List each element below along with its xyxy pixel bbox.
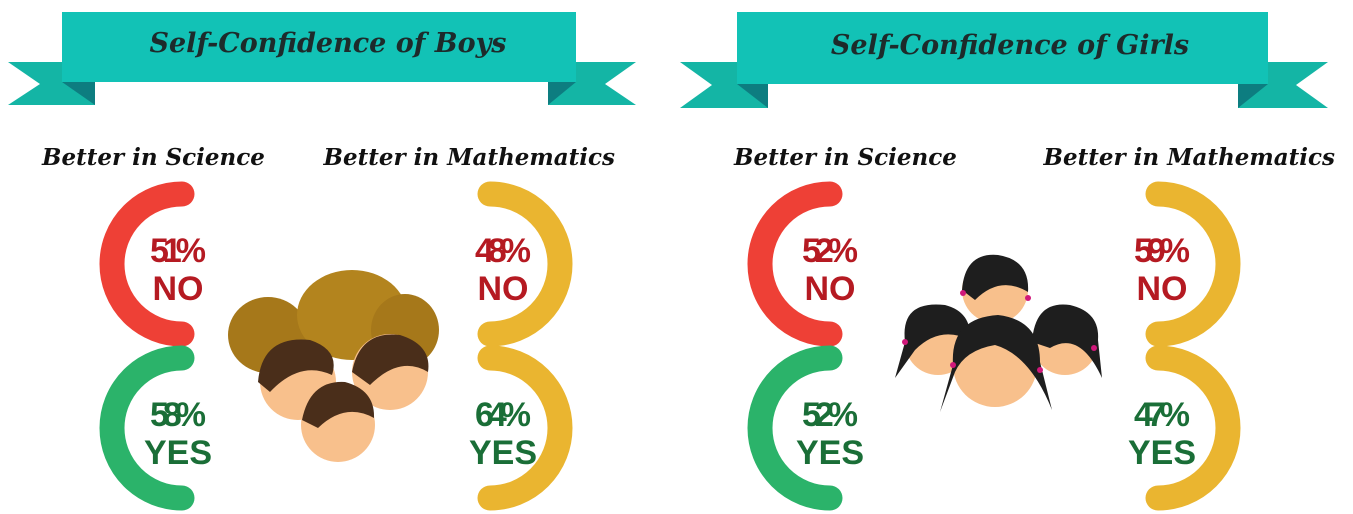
group-label: Better in Science (733, 144, 957, 171)
panel-title: Self-Confidence of Boys (150, 28, 507, 59)
percentage: 47% (1134, 396, 1190, 434)
answer: NO (1137, 270, 1188, 308)
percentage: 64% (475, 396, 531, 434)
boys-illustration (228, 270, 439, 462)
percentage: 52% (802, 232, 858, 270)
percentage: 51% (150, 232, 206, 270)
answer: YES (144, 434, 212, 472)
answer: YES (469, 434, 537, 472)
percentage: 48% (475, 232, 531, 270)
answer: NO (805, 270, 856, 308)
panel-title: Self-Confidence of Girls (831, 30, 1189, 61)
percentage: 58% (150, 396, 206, 434)
answer: NO (153, 270, 204, 308)
girls-illustration (895, 255, 1102, 412)
group-label: Better in Mathematics (1043, 144, 1335, 171)
percentage: 52% (802, 396, 858, 434)
infographic: Self-Confidence of Boys Better in Science… (0, 0, 1353, 514)
answer: NO (478, 270, 529, 308)
answer: YES (796, 434, 864, 472)
group-label: Better in Science (41, 144, 265, 171)
answer: YES (1128, 434, 1196, 472)
group-label: Better in Mathematics (323, 144, 615, 171)
percentage: 59% (1134, 232, 1190, 270)
